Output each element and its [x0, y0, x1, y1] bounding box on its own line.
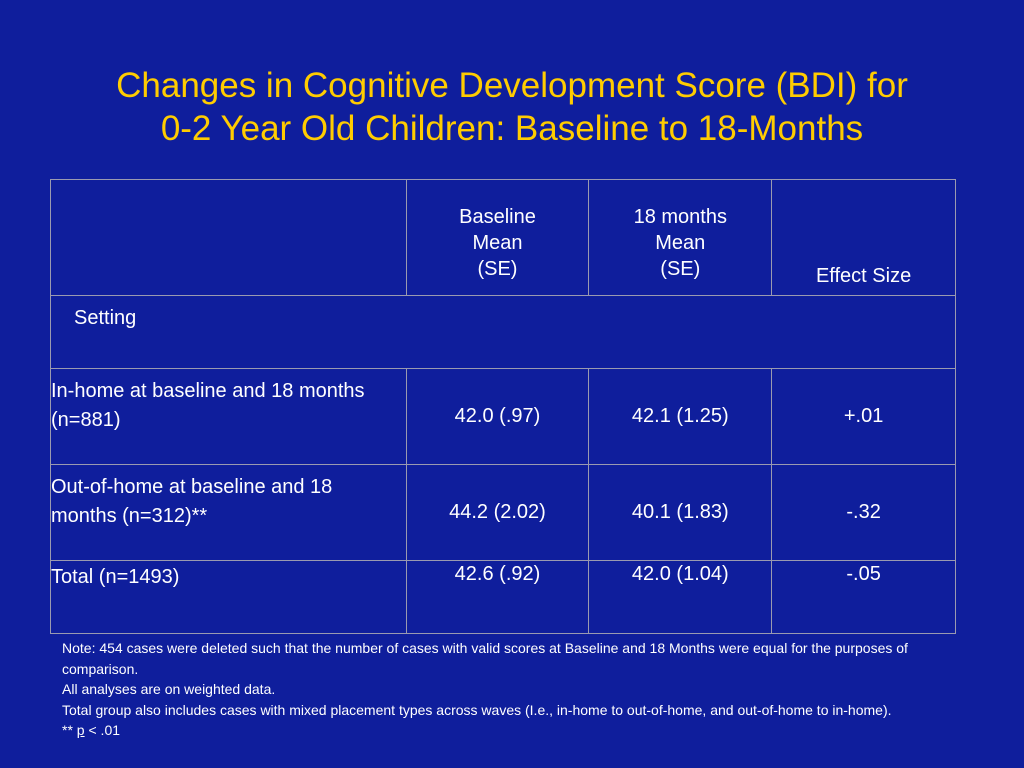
row-label: Out-of-home at baseline and 18 months (n…: [51, 476, 333, 527]
row-label-cell: In-home at baseline and 18 months (n=881…: [50, 368, 407, 465]
header-18-months-line1: 18 months: [633, 206, 727, 228]
baseline-value: 42.0 (.97): [405, 368, 590, 465]
baseline-value: 44.2 (2.02): [405, 464, 590, 561]
effect-size-value: +.01: [771, 368, 956, 465]
header-18-months: 18 months Mean (SE): [588, 179, 773, 296]
header-baseline-line1: Baseline: [459, 206, 536, 228]
table-row: In-home at baseline and 18 months (n=881…: [50, 368, 956, 465]
header-effect-size: Effect Size: [771, 179, 956, 296]
row-label-cell: Total (n=1493): [50, 560, 407, 634]
note-line-1: Note: 454 cases were deleted such that t…: [62, 640, 908, 677]
sig-suffix: < .01: [84, 722, 121, 738]
table-header-row: Baseline Mean (SE) 18 months Mean (SE) E…: [50, 179, 956, 296]
row-label: In-home at baseline and 18 months (n=881…: [51, 380, 365, 431]
note-line-3: Total group also includes cases with mix…: [62, 701, 892, 718]
results-table: Baseline Mean (SE) 18 months Mean (SE) E…: [50, 179, 956, 634]
section-cell-setting: Setting: [50, 295, 956, 369]
month18-value: 40.1 (1.83): [588, 464, 773, 561]
row-label-cell: Out-of-home at baseline and 18 months (n…: [50, 464, 407, 561]
slide-title: Changes in Cognitive Development Score (…: [0, 64, 1024, 150]
section-row-setting: Setting: [50, 295, 956, 369]
effect-size-value: -.32: [771, 464, 956, 561]
baseline-value-cell: 42.6 (.92): [405, 560, 590, 634]
header-baseline-line3: (SE): [477, 258, 518, 280]
note-line-2: All analyses are on weighted data.: [62, 681, 276, 697]
row-label: Total (n=1493): [51, 566, 180, 588]
effect-size-value-cell: -.05: [771, 560, 956, 634]
month18-value: 42.1 (1.25): [588, 368, 773, 465]
sig-p-symbol: p: [76, 722, 85, 738]
footnotes: Note: 454 cases were deleted such that t…: [62, 638, 962, 741]
section-label: Setting: [74, 307, 137, 329]
header-18-months-line3: (SE): [660, 258, 701, 280]
effect-size-value: -.05: [846, 563, 881, 585]
significance-note: ** p < .01: [62, 720, 962, 741]
header-18-months-line2: Mean: [655, 232, 706, 254]
header-empty-cell: [50, 179, 407, 296]
month18-value: 42.0 (1.04): [631, 563, 729, 585]
month18-value-cell: 42.0 (1.04): [588, 560, 773, 634]
header-effect-size-label: Effect Size: [815, 265, 912, 287]
header-baseline: Baseline Mean (SE): [405, 179, 590, 296]
title-line-2: 0-2 Year Old Children: Baseline to 18-Mo…: [160, 109, 864, 148]
title-line-1: Changes in Cognitive Development Score (…: [116, 66, 908, 105]
table-row: Out-of-home at baseline and 18 months (n…: [50, 464, 956, 561]
table-row-total: Total (n=1493) 42.6 (.92) 42.0 (1.04) -.…: [50, 560, 956, 634]
baseline-value: 42.6 (.92): [454, 563, 541, 585]
header-baseline-line2: Mean: [472, 232, 523, 254]
sig-prefix: **: [62, 722, 77, 738]
